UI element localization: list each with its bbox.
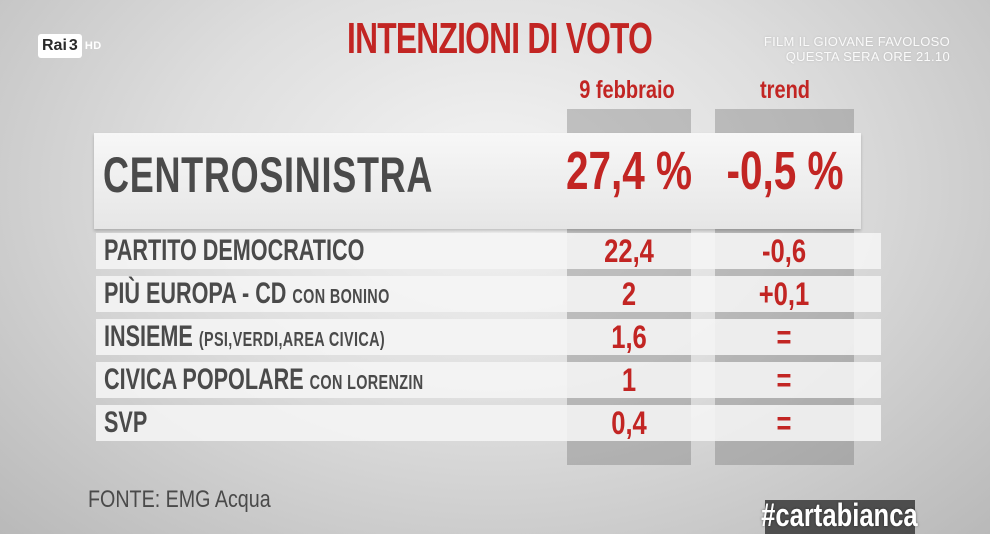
row-trend: = [776,405,792,441]
promo-line2: QUESTA SERA ORE 21.10 [785,49,950,64]
row-label-main: PARTITO DEMOCRATICO [104,234,365,267]
row-trend: +0,1 [758,276,810,312]
table-row [96,276,881,312]
promo-text: FILM IL GIOVANE FAVOLOSO QUESTA SERA ORE… [764,34,950,64]
row-label-sub: CON LORENZIN [309,372,424,394]
row-label: PIÙ EUROPA - CD CON BONINO [104,276,390,315]
row-label-main: INSIEME [104,320,193,353]
table-row [96,319,881,355]
main-row-trend: -0,5 % [726,141,844,201]
row-trend: -0,6 [761,233,807,269]
row-label-sub: CON BONINO [292,286,390,308]
main-row-value: 27,4 % [565,141,693,201]
trend-column-header: trend [760,76,810,104]
row-label-sub: (PSI,VERDI,AREA CIVICA) [198,329,385,351]
table-row [96,362,881,398]
row-value: 0,4 [611,405,647,441]
hashtag-background [765,500,915,534]
page-title: INTENZIONI DI VOTO [347,14,653,63]
row-label-main: SVP [104,406,148,439]
date-column-header: 9 febbraio [579,76,675,104]
promo-line1: FILM IL GIOVANE FAVOLOSO [763,34,950,49]
main-row [94,133,861,229]
table-row [96,233,881,269]
row-value: 22,4 [604,233,654,269]
channel-logo-suffix: HD [84,40,102,52]
row-value: 1,6 [611,319,647,355]
source-note: FONTE: EMG Acqua [88,486,271,513]
main-row-label: CENTROSINISTRA [103,147,434,203]
row-value: 2 [621,276,637,312]
channel-logo-number: 3 [68,37,78,54]
row-label: INSIEME (PSI,VERDI,AREA CIVICA) [104,319,385,358]
row-label: SVP [104,405,147,441]
show-hashtag: #cartabianca [761,497,918,533]
row-label-main: CIVICA POPOLARE [104,363,304,396]
row-label: PARTITO DEMOCRATICO [104,233,364,269]
channel-logo-text: Rai [42,37,67,54]
channel-logo: Rai 3 HD [38,33,102,59]
table-row [96,405,881,441]
channel-logo-box: Rai 3 [38,34,82,58]
row-value: 1 [621,362,637,398]
row-trend: = [776,319,792,355]
row-label-main: PIÙ EUROPA - CD [104,277,287,310]
row-trend: = [776,362,792,398]
row-label: CIVICA POPOLARE CON LORENZIN [104,362,424,401]
